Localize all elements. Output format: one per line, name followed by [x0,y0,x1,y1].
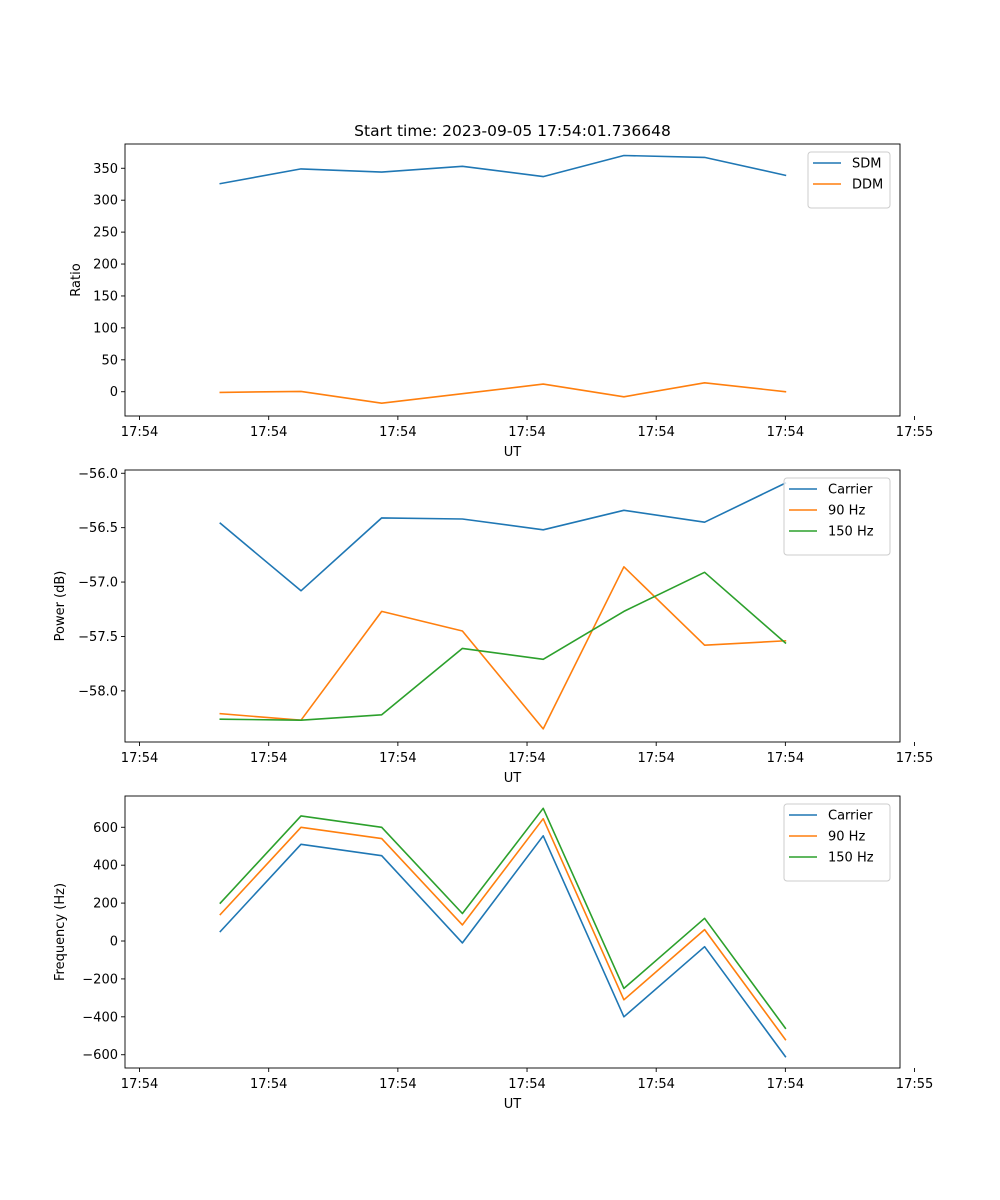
axes-frame [124,143,901,417]
y-tick-label: 150 [93,289,118,304]
x-tick-label: 17:54 [379,425,416,440]
y-tick-label: 350 [93,162,118,177]
x-tick-label: 17:54 [250,1077,287,1092]
x-axis-label: UT [504,1097,522,1112]
y-axis-label: Power (dB) [53,571,68,642]
y-tick-label: −58.0 [78,684,118,699]
y-tick-label: 0 [110,935,118,950]
y-tick-label: −57.5 [78,630,118,645]
x-tick-label: 17:54 [379,1077,416,1092]
x-axis-label: UT [504,445,522,460]
y-tick-label: 100 [93,321,118,336]
y-tick-label: −200 [82,972,118,987]
legend-box [783,477,891,556]
legend: Carrier 90 Hz 150 Hz [783,803,891,882]
subplot-2: 17:54 17:54 17:54 17:54 17:54 17:54 17:55 −58.0… [53,467,933,786]
x-tick-label: 17:54 [637,1077,674,1092]
legend-box [783,803,891,882]
y-tick-label: −56.0 [78,467,118,482]
x-tick-label: 17:54 [767,1077,804,1092]
subplots: 17:54 17:54 17:54 17:54 17:54 17:54 17:55 0 50 10… [53,143,933,1112]
y-tick-label: −56.5 [78,521,118,536]
legend-label: Carrier [828,809,873,824]
x-tick-label: 17:54 [767,751,804,766]
y-tick-label: 300 [93,194,118,209]
y-tick-label: 200 [93,897,118,912]
y-tick-label: −600 [82,1048,118,1063]
figure-title: Start time: 2023-09-05 17:54:01.736648 [354,122,671,140]
y-tick-label: 0 [110,385,118,400]
x-tick-label: 17:54 [121,1077,158,1092]
series-line-90-hz [219,565,787,730]
subplot-3: 17:54 17:54 17:54 17:54 17:54 17:54 17:55 −600 −… [53,795,933,1112]
y-tick-label: 400 [93,859,118,874]
series-line-150-hz [219,571,787,722]
axes-frame [124,795,901,1069]
y-axis-label: Ratio [69,263,84,296]
x-tick-label: 17:54 [508,1077,545,1092]
legend-label: 90 Hz [828,830,865,845]
x-tick-label: 17:55 [896,751,933,766]
x-tick-label: 17:54 [637,751,674,766]
x-tick-label: 17:55 [896,425,933,440]
legend-label: DDM [852,178,883,193]
legend-label: 90 Hz [828,504,865,519]
y-tick-label: −57.0 [78,576,118,591]
series-line-150-hz [219,807,787,1030]
series-line-carrier [219,834,787,1058]
series-line-sdm [219,154,787,185]
legend-box [807,151,891,209]
legend: Carrier 90 Hz 150 Hz [783,477,891,556]
x-tick-label: 17:54 [250,425,287,440]
y-tick-label: 200 [93,258,118,273]
series-line-carrier [219,482,787,592]
x-tick-label: 17:55 [896,1077,933,1092]
x-tick-label: 17:54 [637,425,674,440]
x-tick-label: 17:54 [121,751,158,766]
legend-label: 150 Hz [828,525,874,540]
y-tick-label: 250 [93,226,118,241]
x-tick-label: 17:54 [508,425,545,440]
axes-frame [124,469,901,743]
legend-label: Carrier [828,483,873,498]
y-axis-label: Frequency (Hz) [53,883,68,981]
x-tick-label: 17:54 [508,751,545,766]
subplot-1: 17:54 17:54 17:54 17:54 17:54 17:54 17:55 0 50 10… [69,143,933,460]
x-axis-label: UT [504,771,522,786]
series-line-ddm [219,381,787,405]
legend-label: 150 Hz [828,851,874,866]
legend-label: SDM [852,157,881,172]
legend: SDM DDM [807,151,891,209]
x-tick-label: 17:54 [250,751,287,766]
y-tick-label: 600 [93,821,118,836]
x-tick-label: 17:54 [121,425,158,440]
y-tick-label: −400 [82,1010,118,1025]
x-tick-label: 17:54 [767,425,804,440]
series-line-90-hz [219,817,787,1041]
y-tick-label: 50 [101,353,118,368]
x-tick-label: 17:54 [379,751,416,766]
